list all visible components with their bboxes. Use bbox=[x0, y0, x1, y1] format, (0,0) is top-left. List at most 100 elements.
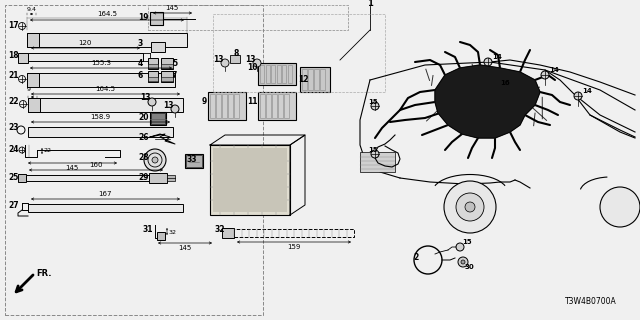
Bar bbox=[282, 65, 286, 83]
Text: 26: 26 bbox=[138, 133, 148, 142]
Text: 164.5: 164.5 bbox=[97, 11, 117, 17]
Bar bbox=[302, 69, 307, 90]
Text: 18: 18 bbox=[8, 52, 19, 60]
Bar bbox=[185, 154, 203, 168]
Text: 164.5: 164.5 bbox=[95, 86, 115, 92]
Bar bbox=[151, 113, 165, 124]
Text: 15: 15 bbox=[462, 239, 472, 245]
Text: 29: 29 bbox=[138, 172, 148, 181]
Bar bbox=[28, 98, 183, 112]
Text: 20: 20 bbox=[138, 114, 148, 123]
Text: 5: 5 bbox=[172, 59, 177, 68]
Text: 1: 1 bbox=[367, 0, 373, 9]
Text: 10: 10 bbox=[248, 63, 258, 73]
Circle shape bbox=[444, 181, 496, 233]
Bar bbox=[300, 67, 330, 92]
Text: 167: 167 bbox=[99, 191, 112, 197]
Text: 145: 145 bbox=[65, 165, 79, 171]
Circle shape bbox=[484, 58, 492, 66]
Polygon shape bbox=[435, 65, 540, 138]
Bar bbox=[28, 127, 173, 137]
Text: 13: 13 bbox=[213, 55, 223, 65]
Bar bbox=[157, 232, 165, 240]
Bar bbox=[234, 94, 239, 118]
Text: 11: 11 bbox=[248, 98, 258, 107]
Bar bbox=[27, 73, 39, 87]
Circle shape bbox=[461, 260, 465, 264]
Bar bbox=[234, 229, 354, 237]
Circle shape bbox=[541, 71, 549, 79]
Circle shape bbox=[144, 149, 166, 171]
Bar bbox=[5, 5, 263, 315]
Bar bbox=[28, 98, 40, 112]
Text: 159: 159 bbox=[287, 244, 301, 250]
Bar bbox=[161, 64, 173, 68]
Circle shape bbox=[171, 105, 179, 113]
Bar bbox=[148, 64, 158, 68]
Bar bbox=[314, 69, 319, 90]
Text: 12: 12 bbox=[298, 76, 308, 84]
Circle shape bbox=[574, 92, 582, 100]
Bar bbox=[148, 77, 158, 81]
Bar bbox=[148, 71, 158, 82]
Bar bbox=[230, 55, 240, 63]
Bar bbox=[27, 33, 187, 47]
Bar bbox=[167, 175, 175, 181]
Ellipse shape bbox=[151, 50, 165, 54]
Bar bbox=[213, 148, 287, 212]
Text: 23: 23 bbox=[8, 124, 19, 132]
Bar bbox=[210, 94, 215, 118]
Text: 4: 4 bbox=[138, 59, 143, 68]
Text: 9: 9 bbox=[27, 87, 31, 92]
Circle shape bbox=[253, 59, 261, 67]
Circle shape bbox=[465, 202, 475, 212]
Text: 6: 6 bbox=[138, 71, 143, 81]
Circle shape bbox=[456, 193, 484, 221]
Text: 13: 13 bbox=[245, 55, 255, 65]
Text: 160: 160 bbox=[89, 162, 103, 168]
Bar bbox=[258, 63, 296, 85]
Bar bbox=[161, 77, 173, 81]
Circle shape bbox=[148, 98, 156, 106]
Bar bbox=[151, 42, 165, 52]
Bar bbox=[278, 94, 283, 118]
Bar bbox=[150, 12, 163, 25]
Bar bbox=[150, 112, 166, 125]
Bar bbox=[216, 94, 221, 118]
Bar bbox=[210, 145, 290, 215]
Bar bbox=[258, 92, 296, 120]
Text: 7: 7 bbox=[172, 71, 177, 81]
Text: 145: 145 bbox=[179, 245, 191, 251]
Text: 22: 22 bbox=[44, 148, 52, 154]
Bar bbox=[161, 71, 173, 82]
Bar bbox=[260, 65, 264, 83]
Text: 2: 2 bbox=[413, 253, 419, 262]
Bar bbox=[27, 73, 175, 87]
Bar bbox=[161, 58, 173, 69]
Circle shape bbox=[152, 157, 158, 163]
Text: 145: 145 bbox=[165, 5, 179, 11]
Bar bbox=[271, 65, 275, 83]
Bar bbox=[276, 65, 280, 83]
Bar bbox=[148, 5, 348, 30]
Bar bbox=[320, 69, 325, 90]
Circle shape bbox=[600, 187, 640, 227]
Text: 16: 16 bbox=[500, 80, 509, 86]
Circle shape bbox=[503, 82, 511, 90]
Text: 15: 15 bbox=[368, 99, 378, 105]
Bar bbox=[266, 65, 269, 83]
Bar bbox=[186, 155, 202, 167]
Bar bbox=[284, 94, 289, 118]
Text: 14: 14 bbox=[549, 67, 559, 73]
Bar bbox=[213, 14, 385, 92]
Text: 17: 17 bbox=[8, 21, 19, 30]
Circle shape bbox=[371, 102, 379, 110]
Text: 24: 24 bbox=[8, 146, 19, 155]
Text: 14: 14 bbox=[492, 54, 502, 60]
Text: 158.9: 158.9 bbox=[90, 114, 110, 120]
Bar bbox=[26, 175, 166, 181]
Text: 9: 9 bbox=[202, 98, 207, 107]
Text: 32: 32 bbox=[169, 229, 177, 235]
Text: 13: 13 bbox=[163, 100, 173, 109]
Text: 25: 25 bbox=[8, 173, 19, 182]
